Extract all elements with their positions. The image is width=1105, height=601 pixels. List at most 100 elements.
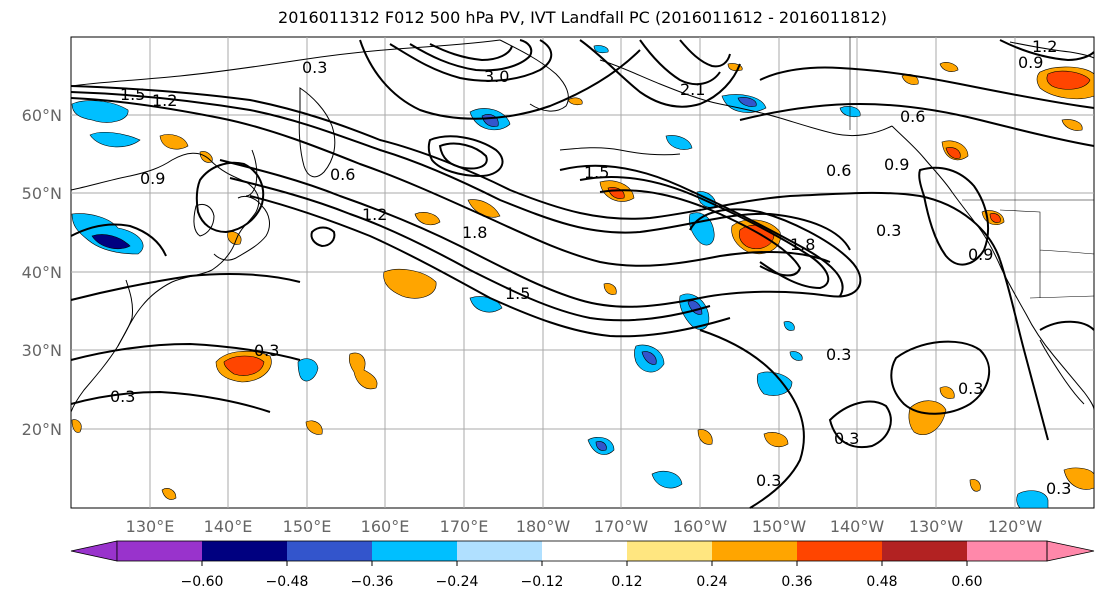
- contour-line: [249, 195, 731, 338]
- borders: [849, 37, 1095, 299]
- colorbar-tick-label: −0.24: [436, 574, 479, 590]
- contour-label: 1.5: [120, 85, 145, 104]
- colorbar-extend-min: [70, 540, 118, 562]
- coastline-philippines: [117, 279, 133, 347]
- anomaly-blob: [414, 212, 441, 226]
- contour-label: 2.1: [680, 80, 705, 99]
- coastline-kamchatka: [298, 87, 336, 178]
- colorbar-segment: [287, 541, 372, 561]
- colorbar-segment: [712, 541, 797, 561]
- anomaly-blob: [159, 134, 189, 150]
- pv-contours: [70, 39, 1095, 509]
- colorbar-segment: [797, 541, 882, 561]
- colorbar-segment: [882, 541, 967, 561]
- anomaly-blob: [1061, 119, 1083, 131]
- colorbar: −0.60 −0.48 −0.36 −0.24 −0.12 0.12 0.24 …: [70, 540, 1095, 590]
- contour-label: 0.9: [1018, 53, 1043, 72]
- lat-tick-label: 60°N: [22, 106, 62, 125]
- anomaly-blob: [223, 355, 265, 376]
- anomaly-blob: [945, 147, 961, 159]
- contour-label: 0.3: [826, 345, 851, 364]
- colorbar-tick-label: −0.60: [181, 574, 224, 590]
- lon-tick-label: 180°W: [516, 517, 571, 536]
- colorbar-segment: [627, 541, 712, 561]
- contour-label: 1.2: [362, 205, 387, 224]
- anomaly-blob: [71, 419, 82, 433]
- contour-label: 0.3: [834, 429, 859, 448]
- contour-line: [389, 39, 553, 82]
- lon-tick-label: 160°W: [673, 517, 728, 536]
- contour-line: [70, 390, 271, 413]
- anomaly-blob: [383, 269, 437, 299]
- anomaly-blob: [1063, 467, 1095, 490]
- lat-tick-label: 30°N: [22, 341, 62, 360]
- colorbar-segment: [457, 541, 542, 561]
- anomaly-blob: [305, 420, 323, 435]
- colorbar-tick-label: 0.48: [866, 574, 897, 590]
- anomaly-blob: [593, 45, 609, 54]
- contour-line: [70, 223, 167, 257]
- anomaly-blob: [783, 321, 795, 331]
- anomaly-blob: [603, 283, 617, 295]
- contour-line: [70, 97, 831, 267]
- contour-line: [219, 159, 862, 308]
- contour-label: 1.8: [790, 235, 815, 254]
- anomaly-blob: [651, 471, 683, 489]
- contour-label: 1.5: [584, 163, 609, 182]
- colorbar-segment: [117, 541, 202, 561]
- shading-anomalies: [71, 45, 1095, 509]
- anomaly-blob: [227, 231, 242, 245]
- contour-label: 0.9: [884, 155, 909, 174]
- anomaly-blob: [1046, 70, 1091, 90]
- lon-tick-label: 170°W: [594, 517, 649, 536]
- colorbar-segment: [372, 541, 457, 561]
- anomaly-blob: [348, 352, 378, 390]
- anomaly-blob: [763, 432, 789, 447]
- contour-line: [559, 164, 844, 297]
- lat-axis-labels: 60°N 50°N 40°N 30°N 20°N: [22, 106, 62, 439]
- contour-label: 0.9: [968, 245, 993, 264]
- map-title: 2016011312 F012 500 hPa PV, IVT Landfall…: [278, 8, 887, 27]
- contour-label: 0.3: [254, 341, 279, 360]
- contour-line: [759, 66, 1095, 109]
- lat-tick-label: 50°N: [22, 184, 62, 203]
- contour-line: [639, 39, 721, 86]
- contour-label: 0.3: [958, 379, 983, 398]
- colorbar-outline: [116, 540, 1048, 562]
- lon-tick-label: 160°E: [361, 517, 410, 536]
- lon-tick-label: 150°W: [752, 517, 807, 536]
- lat-tick-label: 20°N: [22, 420, 62, 439]
- coastline-aleutians: [559, 147, 681, 156]
- contour-labels: 0.3 3.0 2.1 1.5 1.2 0.6 0.9 1.8 1.5 1.2 …: [110, 37, 1071, 498]
- anomaly-blob: [687, 300, 703, 315]
- colorbar-tick-label: −0.48: [266, 574, 309, 590]
- lon-tick-label: 170°E: [440, 517, 489, 536]
- contour-label: 0.9: [140, 169, 165, 188]
- contour-line: [579, 175, 830, 290]
- anomaly-blob: [789, 351, 803, 361]
- lon-axis-labels: 130°E 140°E 150°E 160°E 170°E 180°W 170°…: [126, 517, 1043, 536]
- coastlines: [70, 39, 1095, 413]
- coastline-korea: [193, 203, 215, 237]
- contour-line: [359, 39, 641, 120]
- anomaly-blob: [969, 479, 981, 492]
- lat-tick-label: 40°N: [22, 263, 62, 282]
- anomaly-blob: [297, 358, 319, 382]
- anomaly-blob: [908, 400, 947, 436]
- lon-tick-label: 150°E: [283, 517, 332, 536]
- contour-line: [438, 142, 488, 170]
- contour-label: 0.3: [756, 471, 781, 490]
- border-states: [999, 209, 1095, 298]
- lon-tick-label: 140°E: [204, 517, 253, 536]
- lon-tick-label: 130°W: [909, 517, 964, 536]
- anomaly-blob: [1016, 490, 1049, 509]
- contour-line: [70, 342, 301, 361]
- contour-label: 0.3: [110, 387, 135, 406]
- anomaly-blob: [737, 97, 757, 107]
- contour-label: 0.6: [330, 165, 355, 184]
- anomaly-blob: [641, 351, 657, 365]
- anomaly-blob: [665, 135, 693, 150]
- contour-line: [1039, 320, 1095, 331]
- contour-line: [679, 39, 731, 68]
